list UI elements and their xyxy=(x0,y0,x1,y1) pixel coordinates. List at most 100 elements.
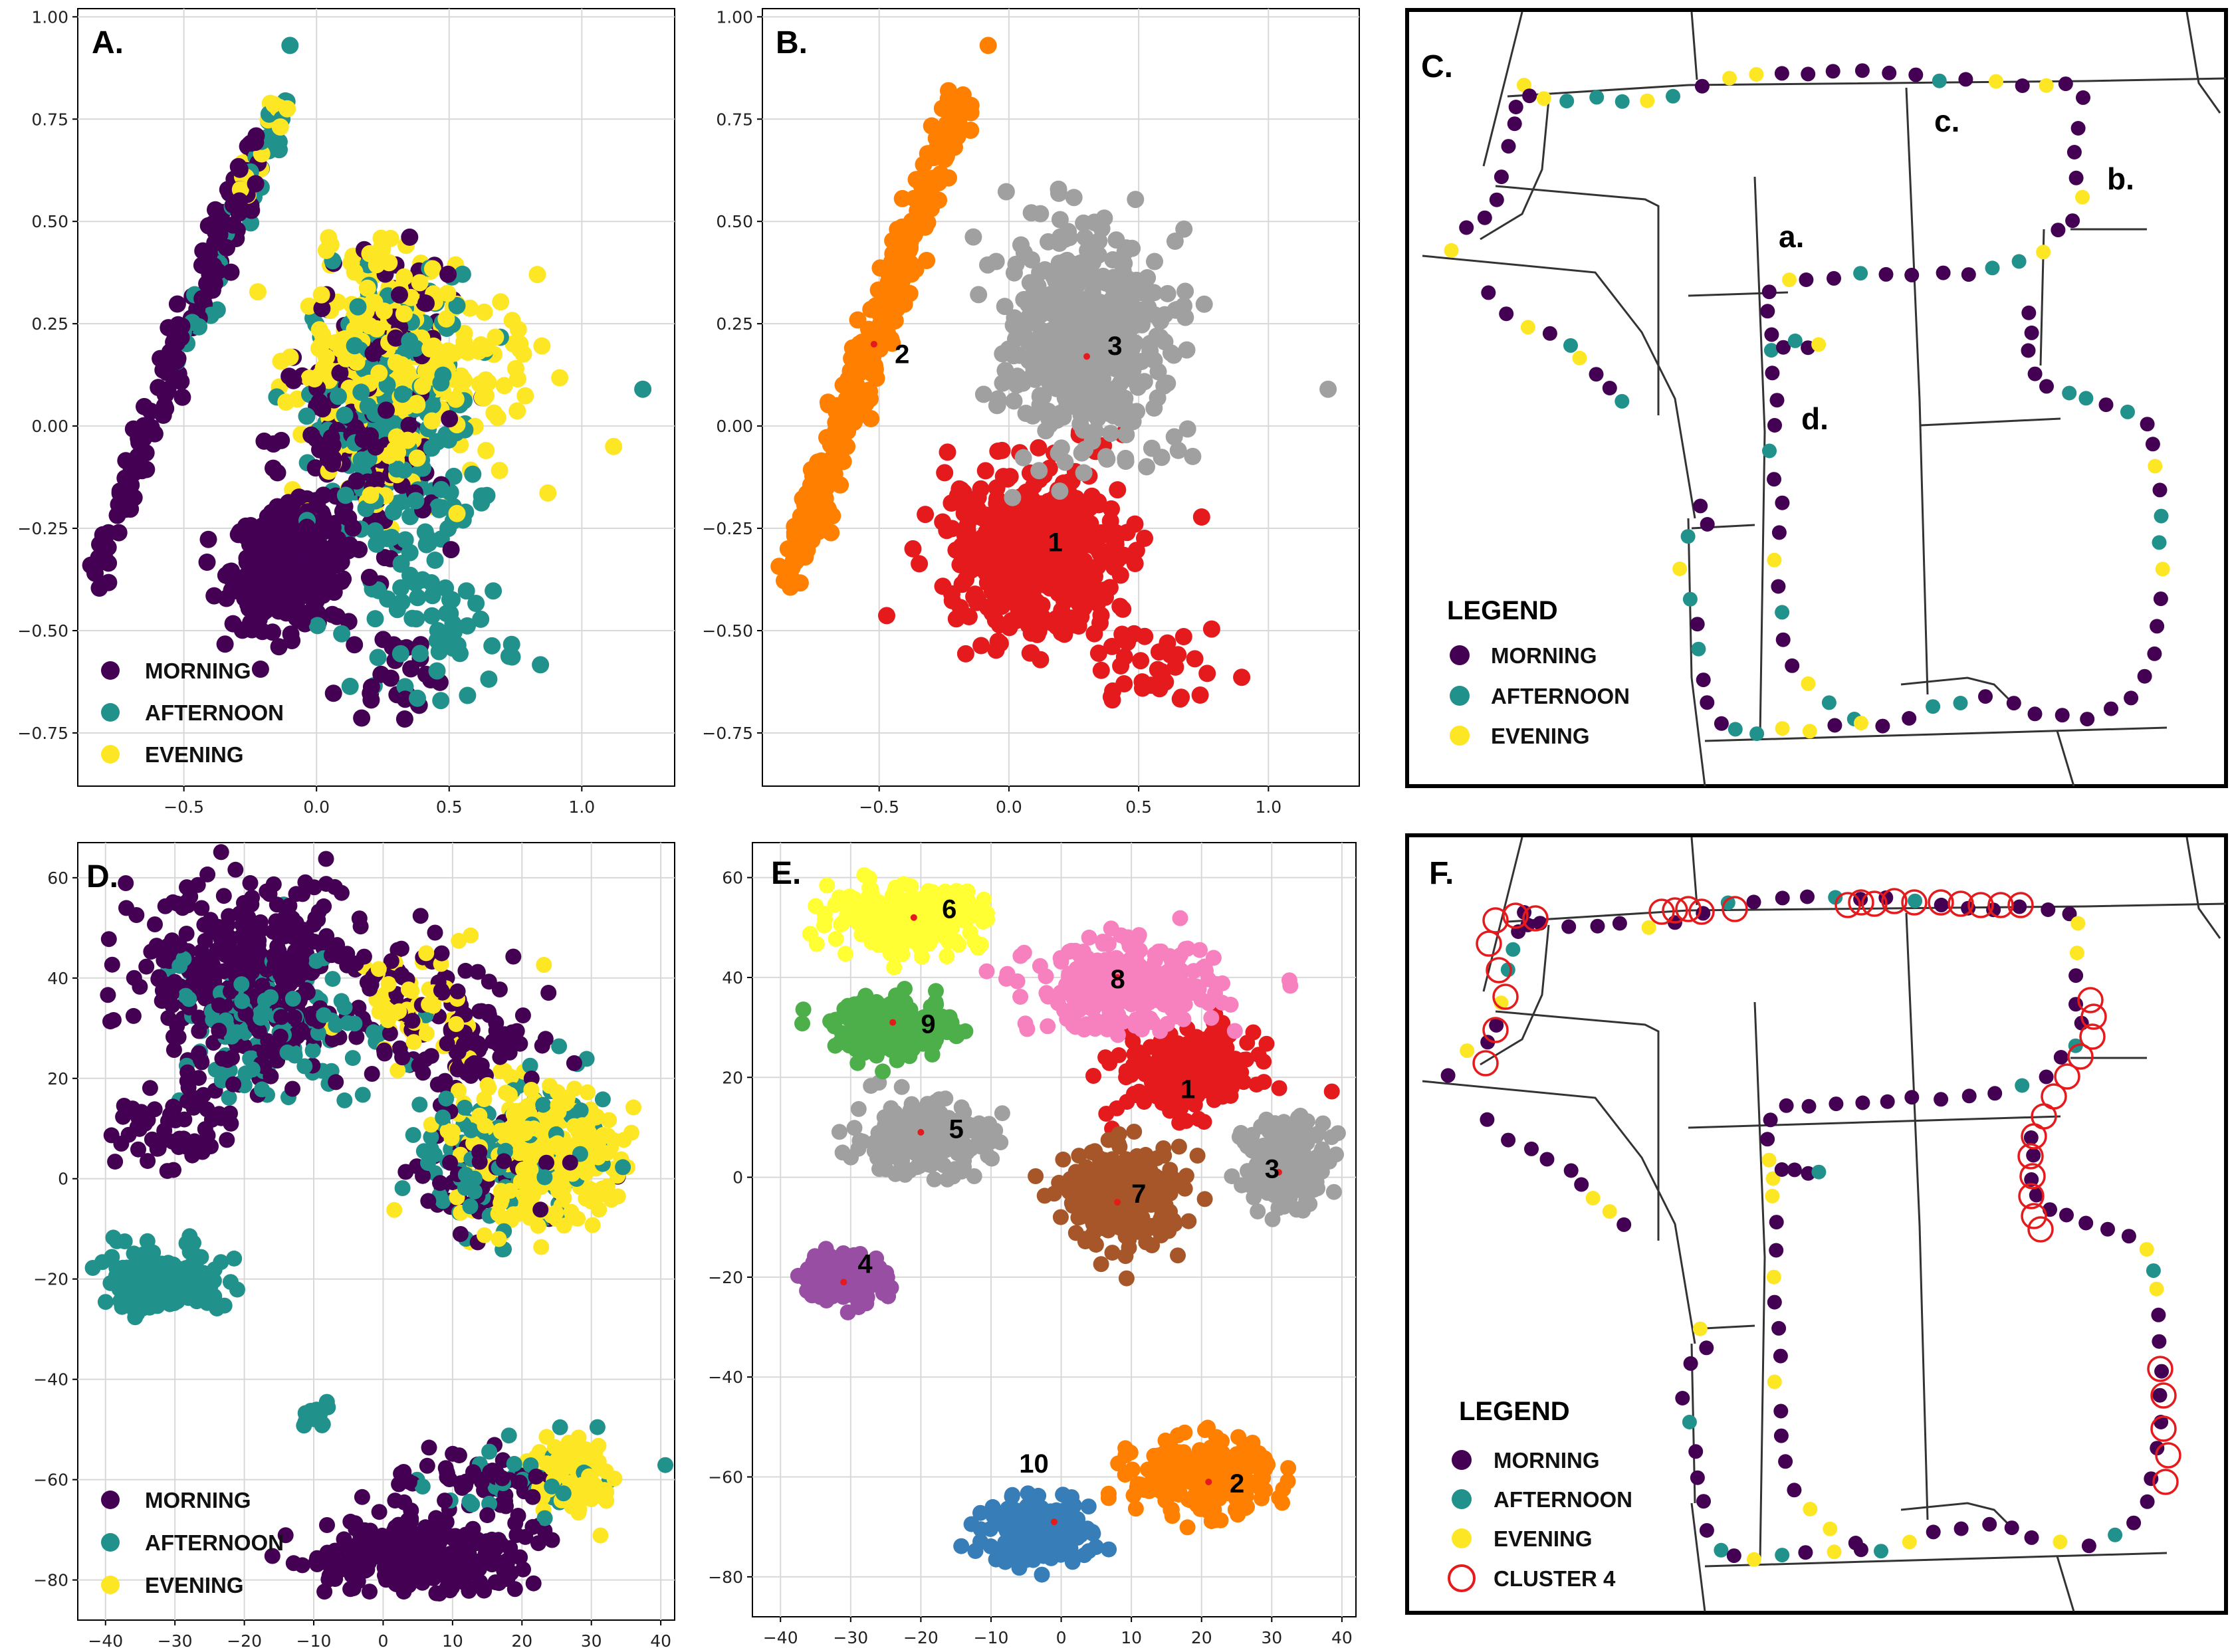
route-point-evening xyxy=(1444,243,1459,258)
data-point-3 xyxy=(1107,360,1125,377)
data-point-1 xyxy=(1172,688,1190,706)
data-point-morning xyxy=(528,1469,544,1485)
route-point-morning xyxy=(1799,272,1814,287)
data-point-afternoon xyxy=(572,1102,589,1118)
data-point-afternoon xyxy=(434,366,452,384)
data-point-morning xyxy=(168,295,186,313)
data-point-morning xyxy=(346,636,364,654)
data-point-morning xyxy=(367,438,385,456)
route-point-evening xyxy=(2155,562,2170,577)
data-point-afternoon xyxy=(110,1270,127,1287)
data-point-afternoon xyxy=(462,1198,479,1215)
data-point-afternoon xyxy=(463,1122,479,1138)
data-point-1 xyxy=(999,585,1017,603)
data-point-afternoon xyxy=(445,467,463,485)
data-point-3 xyxy=(974,385,992,403)
data-point-afternoon xyxy=(388,601,406,619)
route-point-evening xyxy=(1989,74,2003,89)
data-point-morning xyxy=(211,1023,227,1039)
route-point-morning xyxy=(1908,67,1924,82)
data-point-afternoon xyxy=(171,958,188,974)
data-point-morning xyxy=(437,1493,453,1509)
data-point-morning xyxy=(322,515,340,533)
data-point-afternoon xyxy=(333,625,351,643)
route-point-morning xyxy=(1785,658,1800,673)
data-point-2 xyxy=(919,145,937,163)
data-point-morning xyxy=(251,661,269,678)
data-point-1 xyxy=(1001,468,1019,486)
x-tick-label: 0 xyxy=(378,1631,388,1651)
data-point-morning xyxy=(401,1474,417,1491)
data-point-afternoon xyxy=(423,439,441,457)
data-point-morning xyxy=(316,1584,333,1600)
data-point-morning xyxy=(242,875,259,891)
data-point-1 xyxy=(1112,657,1130,674)
data-point-morning xyxy=(566,1055,582,1071)
data-point-1 xyxy=(959,530,977,548)
data-point-1 xyxy=(1115,546,1133,564)
data-point-morning xyxy=(378,401,395,419)
data-point-morning xyxy=(137,1116,153,1132)
data-point-morning xyxy=(473,1473,490,1490)
data-point-morning xyxy=(171,1134,188,1150)
data-point-morning xyxy=(319,450,337,468)
data-point-morning xyxy=(157,898,173,914)
data-point-morning xyxy=(496,1153,512,1170)
data-point-evening xyxy=(533,337,551,355)
data-point-afternoon xyxy=(308,617,326,635)
data-point-morning xyxy=(362,691,380,709)
route-point-evening xyxy=(2075,189,2090,205)
data-point-evening xyxy=(342,254,360,272)
data-point-2 xyxy=(811,476,829,494)
data-point-morning xyxy=(198,274,216,292)
data-point-morning xyxy=(284,371,302,389)
data-point-afternoon xyxy=(233,976,250,993)
data-point-2 xyxy=(845,413,863,431)
data-point-morning xyxy=(299,984,316,1001)
data-point-morning xyxy=(437,1073,453,1089)
data-point-morning xyxy=(420,1193,437,1209)
data-point-morning xyxy=(348,1568,364,1584)
data-point-evening xyxy=(495,377,513,395)
data-point-3 xyxy=(1081,404,1099,422)
route-point-morning xyxy=(2055,708,2070,723)
panel-d-tsne-time-of-day: −40 −30 −20 −10 0 10 20 30 40−80−60−40−200204060… xyxy=(33,842,675,1651)
route-point-afternoon xyxy=(1821,695,1837,710)
data-point-afternoon xyxy=(244,1061,261,1078)
data-point-morning xyxy=(451,1447,467,1464)
data-point-morning xyxy=(328,1074,344,1090)
cluster-centroid-3 xyxy=(1083,353,1091,360)
data-point-1 xyxy=(1186,650,1204,668)
data-point-afternoon xyxy=(430,500,448,518)
data-point-morning xyxy=(245,958,261,975)
data-point-afternoon xyxy=(354,1086,371,1103)
route-point-morning xyxy=(1696,672,1711,688)
data-point-morning xyxy=(372,665,390,683)
y-tick-label: −0.25 xyxy=(702,519,753,538)
data-point-3 xyxy=(1195,295,1213,313)
data-point-evening xyxy=(590,1437,607,1454)
data-point-morning xyxy=(439,265,457,283)
data-point-morning xyxy=(364,1066,380,1082)
route-point-morning xyxy=(2006,696,2021,711)
data-point-morning xyxy=(442,541,460,559)
data-point-evening xyxy=(477,1117,493,1134)
data-point-morning xyxy=(410,1561,427,1578)
data-point-1 xyxy=(936,464,954,482)
data-point-morning xyxy=(273,1009,290,1025)
annotation-b: b. xyxy=(2107,161,2134,196)
data-point-1 xyxy=(1022,550,1040,568)
data-point-morning xyxy=(215,888,232,904)
data-point-afternoon xyxy=(401,332,419,350)
data-point-morning xyxy=(227,861,244,878)
route-point-morning xyxy=(1878,266,1894,282)
route-point-morning xyxy=(1690,617,1705,632)
data-point-morning xyxy=(449,983,466,999)
y-tick-label: −60 xyxy=(33,1471,68,1490)
route-point-morning xyxy=(2152,482,2168,498)
data-point-morning xyxy=(457,962,474,979)
data-point-1 xyxy=(1026,496,1044,514)
y-tick-label: 0.00 xyxy=(31,417,68,436)
route-point-morning xyxy=(2021,343,2036,358)
data-point-morning xyxy=(444,1579,460,1596)
